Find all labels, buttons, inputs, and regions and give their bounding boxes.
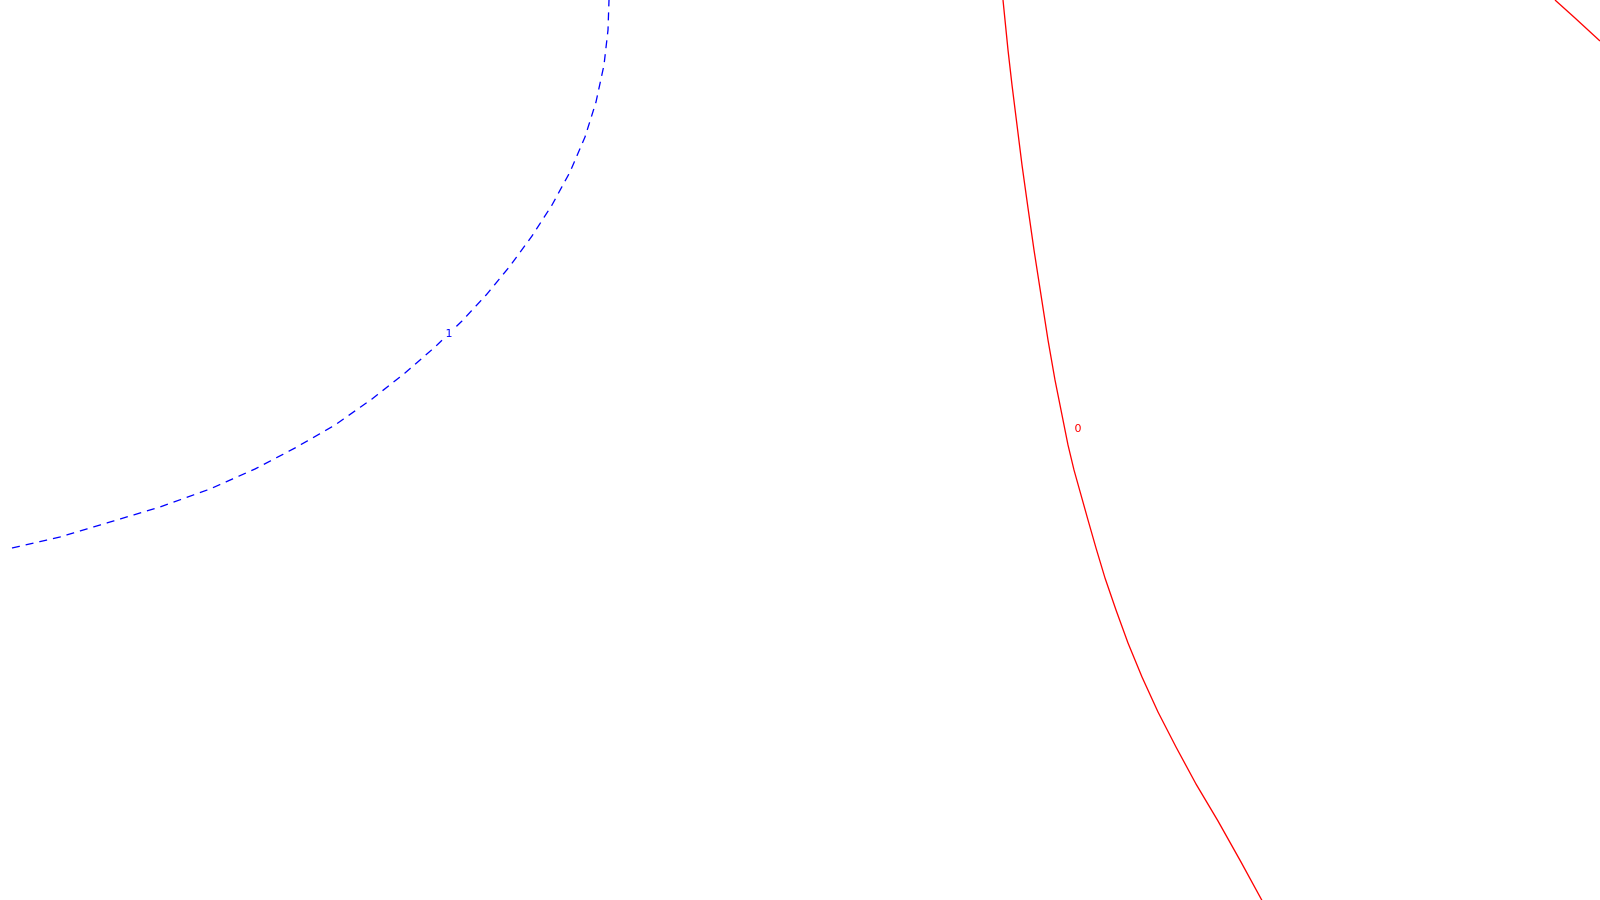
contour-1-label: 1: [446, 327, 453, 340]
contour-0-label: 0: [1075, 422, 1082, 435]
contour-0-label-mask: [1072, 422, 1084, 435]
contour-0-upper-right-line: [1554, 0, 1600, 42]
label-layer: 01: [443, 327, 1084, 435]
contour-1-label-mask: [443, 327, 455, 340]
contour-1-line: [11, 0, 610, 549]
contour-0-line: [1002, 0, 1263, 900]
series-layer: [11, 0, 1600, 900]
